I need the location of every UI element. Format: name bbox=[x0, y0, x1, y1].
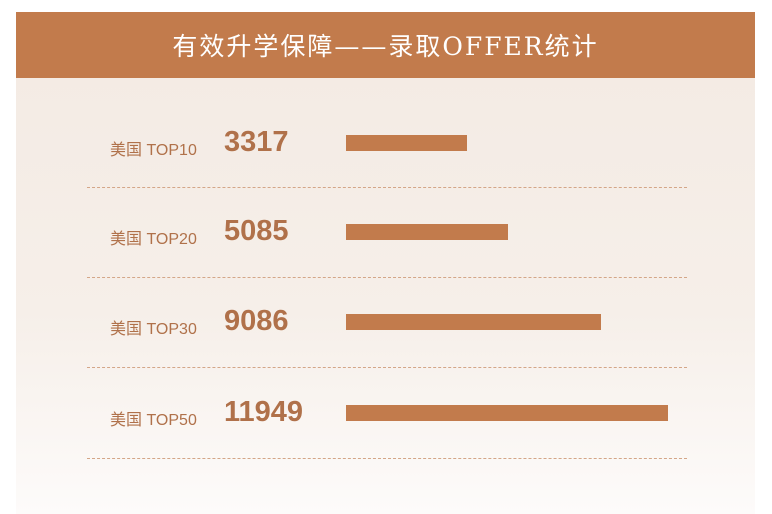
bar bbox=[346, 405, 669, 421]
category-label: 美国 TOP50 bbox=[110, 412, 197, 429]
bar bbox=[346, 135, 468, 151]
bar-row: 美国 TOP10 3317 bbox=[0, 126, 772, 166]
bar bbox=[346, 224, 509, 240]
background-panel bbox=[16, 12, 755, 514]
bar-row: 美国 TOP30 9086 bbox=[0, 305, 772, 345]
value-label: 9086 bbox=[224, 305, 289, 337]
page-title: 有效升学保障——录取OFFER统计 bbox=[16, 12, 755, 78]
bar-row: 美国 TOP20 5085 bbox=[0, 215, 772, 255]
category-label: 美国 TOP10 bbox=[110, 142, 197, 159]
bar-row: 美国 TOP50 11949 bbox=[0, 396, 772, 436]
dashed-divider bbox=[87, 277, 687, 278]
value-label: 5085 bbox=[224, 215, 289, 247]
value-label: 11949 bbox=[224, 396, 304, 428]
value-label: 3317 bbox=[224, 126, 289, 158]
dashed-divider bbox=[87, 187, 687, 188]
dashed-divider bbox=[87, 458, 687, 459]
category-label: 美国 TOP20 bbox=[110, 231, 197, 248]
dashed-divider bbox=[87, 367, 687, 368]
bar bbox=[346, 314, 602, 330]
category-label: 美国 TOP30 bbox=[110, 321, 197, 338]
